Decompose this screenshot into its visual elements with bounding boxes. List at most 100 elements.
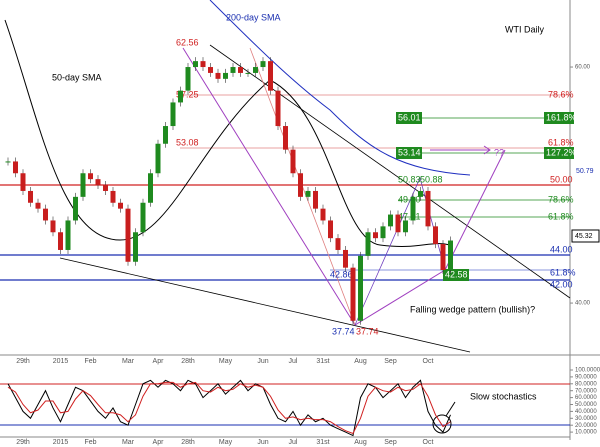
candle xyxy=(358,255,363,321)
y-tick-label: 30.0000 xyxy=(575,416,597,422)
annotation: 78.6% xyxy=(548,89,574,99)
y-tick-label: 100.0000 xyxy=(575,368,600,374)
candle xyxy=(440,244,446,271)
annotation: 61.8% xyxy=(550,267,576,277)
candle xyxy=(88,173,93,180)
annotation: 37.74 xyxy=(356,326,379,336)
candle xyxy=(215,72,221,79)
highlight xyxy=(432,414,452,434)
candle xyxy=(328,220,333,239)
annotation: 45.32 xyxy=(575,233,593,240)
candle xyxy=(238,67,243,73)
annotation: 53.14 xyxy=(398,147,421,157)
x-tick-label: May xyxy=(219,358,233,365)
candle xyxy=(28,190,33,203)
y-tick-label: 70.0000 xyxy=(575,388,597,394)
x-tick-label: 29th xyxy=(16,358,30,365)
trendline xyxy=(59,257,471,353)
candle xyxy=(5,161,11,163)
y-tick-label: 40.0000 xyxy=(575,409,597,415)
x-tick-label: Jun xyxy=(257,358,268,365)
x-tick-label: Mar xyxy=(122,439,135,446)
x-tick-label: Aug xyxy=(354,358,367,365)
candle xyxy=(140,202,146,233)
x-tick-label: Feb xyxy=(84,358,96,365)
candle xyxy=(178,90,183,103)
annotation: 42.58 xyxy=(445,269,468,279)
x-tick-label: 2015 xyxy=(53,358,69,365)
arrow xyxy=(483,145,491,155)
label-box xyxy=(544,147,574,159)
candle xyxy=(313,190,318,209)
y-tick-label: 50.0000 xyxy=(575,402,597,408)
candle xyxy=(290,149,296,174)
candle xyxy=(208,67,213,73)
candle xyxy=(110,190,116,203)
candle xyxy=(185,67,191,91)
panel-title: Slow stochastics xyxy=(470,391,537,401)
label-box xyxy=(396,147,422,159)
x-tick-label: 2015 xyxy=(53,439,69,446)
label-box xyxy=(396,112,422,124)
stoch-line xyxy=(7,381,451,435)
annotation: 47.71 xyxy=(398,211,421,221)
annotation: 50.79 xyxy=(576,168,594,175)
x-tick-label: Jul xyxy=(289,358,298,365)
annotation: 42.00 xyxy=(550,279,573,289)
candle xyxy=(433,226,438,245)
candle xyxy=(275,90,281,127)
candle xyxy=(95,179,101,186)
candle xyxy=(283,126,288,150)
candle xyxy=(448,240,453,271)
candle xyxy=(13,161,18,174)
candle xyxy=(253,67,258,73)
candle xyxy=(133,232,138,262)
x-tick-label: Sep xyxy=(384,439,397,446)
annotation: ?? xyxy=(494,147,504,157)
annotation: 61.8% xyxy=(548,211,574,221)
x-tick-label: Sep xyxy=(384,358,397,365)
annotation: 127.2% xyxy=(546,147,577,157)
annotation: Falling wedge pattern (bullish)? xyxy=(410,304,535,314)
y-tick-label: 40.00 xyxy=(575,301,591,307)
candle xyxy=(320,208,326,221)
candle xyxy=(200,61,206,68)
annotation: 57.25 xyxy=(176,89,199,99)
candle xyxy=(388,214,393,227)
annotation: 50.88 xyxy=(420,174,443,184)
candle xyxy=(305,190,311,197)
annotation: 37.74 xyxy=(332,326,355,336)
x-tick-label: Mar xyxy=(122,358,135,365)
x-tick-label: May xyxy=(219,439,233,446)
annotation: 50.00 xyxy=(550,174,573,184)
candle xyxy=(380,226,386,239)
candle xyxy=(193,61,198,68)
chart-title: WTI Daily xyxy=(505,24,544,34)
candle xyxy=(230,67,236,73)
x-tick-label: 31st xyxy=(316,358,329,365)
candle xyxy=(80,173,86,197)
wedge-line xyxy=(182,47,506,326)
label-box xyxy=(443,269,469,281)
candle xyxy=(43,208,48,221)
x-tick-label: 29th xyxy=(16,439,30,446)
y-tick-label: 90.0000 xyxy=(575,374,597,380)
x-tick-label: Aug xyxy=(354,439,367,446)
candle xyxy=(148,173,153,203)
annotation: 53.08 xyxy=(176,137,199,147)
y-tick-label: 10.0000 xyxy=(575,430,597,436)
y-tick-label: 20.0000 xyxy=(575,423,597,429)
x-tick-label: Oct xyxy=(423,358,434,365)
annotation: 42.86 xyxy=(330,269,353,279)
sma-200 xyxy=(209,0,471,176)
candle xyxy=(425,190,431,227)
candle xyxy=(73,196,78,221)
annotation: 56.01 xyxy=(398,112,421,122)
candle xyxy=(118,202,123,209)
candle xyxy=(410,196,416,221)
candle xyxy=(343,249,348,268)
x-tick-label: Feb xyxy=(84,439,96,446)
candle xyxy=(170,102,176,127)
annotation: 78.6% xyxy=(548,194,574,204)
